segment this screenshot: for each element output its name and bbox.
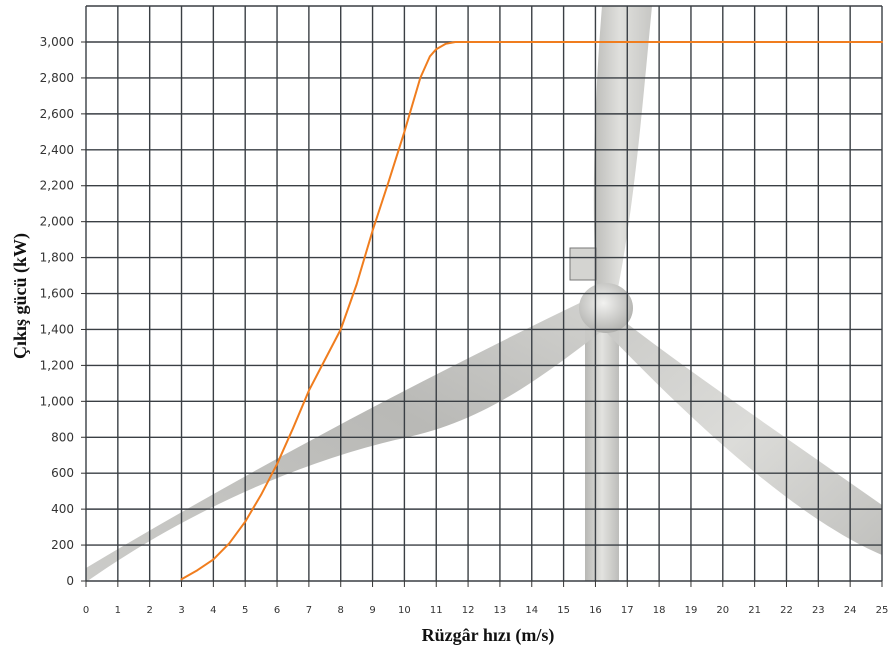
y-axis-title: Çıkış gücü (kW) — [10, 233, 31, 359]
turbine-blade-left — [86, 298, 603, 582]
y-tick-label: 400 — [51, 502, 74, 516]
x-tick-label: 9 — [369, 605, 375, 616]
x-tick-label: 17 — [621, 605, 634, 616]
turbine-tower — [585, 325, 619, 581]
x-axis-title: Rüzgâr hızı (m/s) — [422, 625, 555, 646]
x-tick-label: 0 — [83, 605, 89, 616]
y-tick-label: 2,600 — [40, 107, 74, 121]
x-tick-label: 7 — [306, 605, 312, 616]
turbine-nacelle — [569, 247, 597, 281]
y-tick-label: 2,000 — [40, 215, 74, 229]
x-tick-label: 15 — [557, 605, 570, 616]
turbine-blade-right — [606, 312, 882, 555]
x-tick-label: 24 — [844, 605, 857, 616]
x-tick-label: 21 — [748, 605, 761, 616]
x-tick-label: 14 — [525, 605, 538, 616]
y-tick-label: 600 — [51, 466, 74, 480]
turbine-hub — [579, 283, 633, 333]
x-tick-label: 22 — [780, 605, 793, 616]
x-tick-label: 16 — [589, 605, 602, 616]
y-tick-label: 0 — [66, 574, 74, 588]
x-tick-label: 23 — [812, 605, 825, 616]
axis-tick-marks — [81, 41, 883, 587]
y-tick-label: 2,400 — [40, 143, 74, 157]
x-tick-label: 12 — [462, 605, 475, 616]
y-tick-label: 1,200 — [40, 358, 74, 372]
wind-turbine-illustration — [86, 6, 882, 582]
x-tick-label: 1 — [115, 605, 121, 616]
x-tick-label: 3 — [178, 605, 184, 616]
x-tick-label: 10 — [398, 605, 411, 616]
grid-lines — [85, 5, 883, 582]
y-tick-label: 1,000 — [40, 394, 74, 408]
x-tick-label: 2 — [146, 605, 152, 616]
x-tick-label: 6 — [274, 605, 280, 616]
y-tick-labels: 0 200 400 600 800 1,000 1,200 1,400 1,600 1,800 2,… — [40, 35, 74, 588]
x-tick-label: 4 — [210, 605, 216, 616]
y-tick-label: 1,800 — [40, 251, 74, 265]
y-tick-label: 3,000 — [40, 35, 74, 49]
x-tick-label: 25 — [876, 605, 889, 616]
x-tick-label: 5 — [242, 605, 248, 616]
y-tick-label: 1,400 — [40, 322, 74, 336]
x-tick-label: 20 — [716, 605, 729, 616]
y-tick-label: 2,800 — [40, 71, 74, 85]
x-tick-labels: 0 1 2 3 4 5 6 7 8 9 10 11 12 13 14 15 16 17 18 19 20 21 22 23 24… — [83, 605, 889, 616]
y-tick-label: 2,200 — [40, 179, 74, 193]
series-layer — [180, 41, 883, 581]
x-tick-label: 11 — [430, 605, 443, 616]
y-tick-label: 1,600 — [40, 287, 74, 301]
y-tick-label: 200 — [51, 538, 74, 552]
turbine-blade-top — [593, 6, 652, 298]
x-tick-label: 18 — [653, 605, 666, 616]
x-tick-label: 13 — [494, 605, 507, 616]
y-tick-label: 800 — [51, 430, 74, 444]
x-tick-label: 19 — [685, 605, 698, 616]
power-curve-line — [180, 41, 883, 581]
x-tick-label: 8 — [338, 605, 344, 616]
